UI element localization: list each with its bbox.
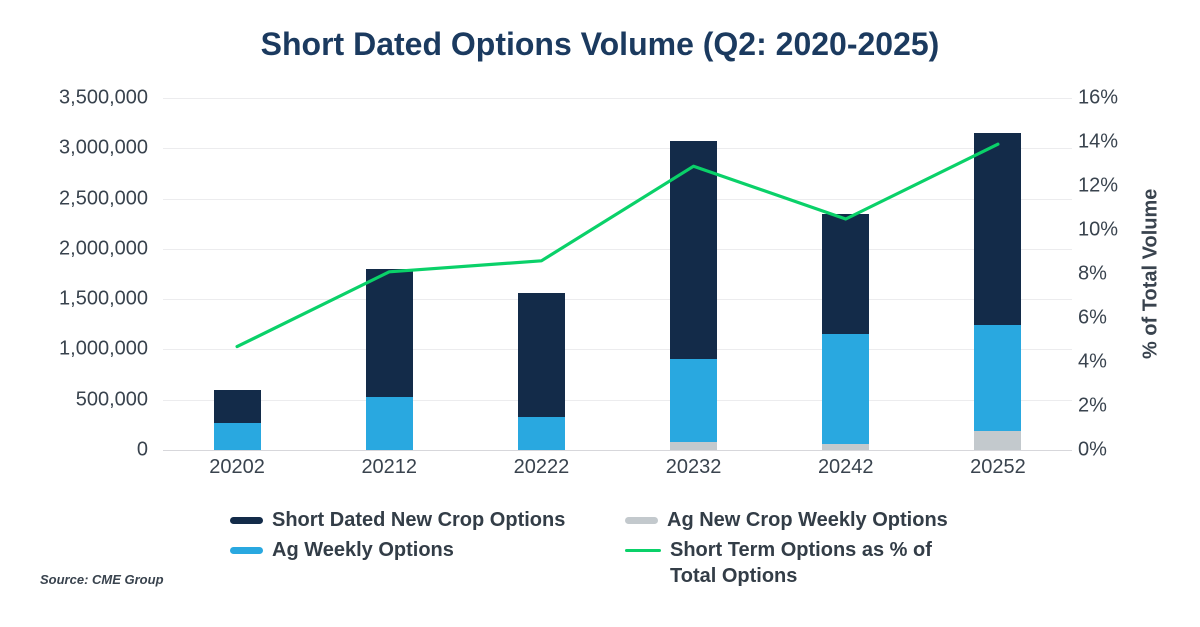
bar-segment [822,443,870,450]
gridline [163,148,1072,150]
gridline [163,450,1072,451]
gridline [163,198,1072,200]
bar-segment [365,396,413,450]
x-axis-label: 20202 [209,456,265,478]
left-axis-tick: 3,500,000 [59,86,148,109]
x-axis-label: 20212 [361,456,418,478]
right-axis-tick: 16% [1078,86,1119,109]
right-axis-tick: 10% [1078,218,1119,241]
bar-segment [670,141,718,359]
legend-label: Ag New Crop Weekly Options [667,509,948,531]
left-axis-tick: 2,500,000 [59,187,148,210]
right-axis-tick: 0% [1078,438,1107,461]
left-axis-tick: 0 [136,438,148,461]
bar-segment [213,389,261,423]
bar-segment [213,422,261,450]
bar-segment [822,333,870,444]
left-axis-tick: 2,000,000 [59,237,148,260]
x-axis-label: 20232 [665,456,722,478]
legend-bar-swatch-icon [625,517,658,524]
x-axis-label: 20252 [970,456,1026,478]
legend-item: Short Term Options as % of Total Options [625,537,932,589]
legend-label: Short Dated New Crop Options [272,509,566,531]
left-axis-tick: 1,500,000 [59,287,148,310]
right-axis-tick: 12% [1078,174,1119,197]
legend-item: Ag Weekly Options [230,537,454,563]
x-axis-label: 20222 [513,456,570,478]
gridline [163,299,1072,301]
source-note: Source: CME Group [40,572,164,587]
left-axis-tick: 1,000,000 [59,337,148,360]
gridline [163,248,1072,250]
legend-bar-swatch-icon [230,517,263,524]
left-axis-tick: 500,000 [75,388,148,411]
right-axis-tick: 6% [1078,306,1107,329]
legend-item: Short Dated New Crop Options [230,507,565,533]
gridline [163,349,1072,351]
legend-item: Ag New Crop Weekly Options [625,507,948,533]
bar-segment [974,132,1022,325]
right-axis-title: % of Total Volume [1139,188,1162,360]
chart-title: Short Dated Options Volume (Q2: 2020-202… [260,26,940,62]
bar-segment [517,293,565,417]
x-axis-label: 20242 [817,456,874,478]
right-axis-tick: 4% [1078,350,1107,373]
legend-label: Short Term Options as % of Total Options [670,539,932,587]
bar-segment [517,416,565,450]
gridline [163,98,1072,99]
legend-line-swatch-icon [625,549,661,552]
bar-segment [822,214,870,334]
bar-segment [670,358,718,442]
legend-bar-swatch-icon [230,547,263,554]
right-axis-tick: 14% [1078,130,1119,153]
bar-segment [974,324,1022,431]
right-axis-tick: 8% [1078,262,1107,285]
gridline [163,399,1072,401]
legend-label: Ag Weekly Options [272,539,454,561]
right-axis-tick: 2% [1078,394,1107,417]
bar-segment [974,430,1022,450]
left-axis-tick: 3,000,000 [59,136,148,159]
percent-line [235,142,1000,349]
bar-segment [365,268,413,397]
bar-segment [670,441,718,450]
